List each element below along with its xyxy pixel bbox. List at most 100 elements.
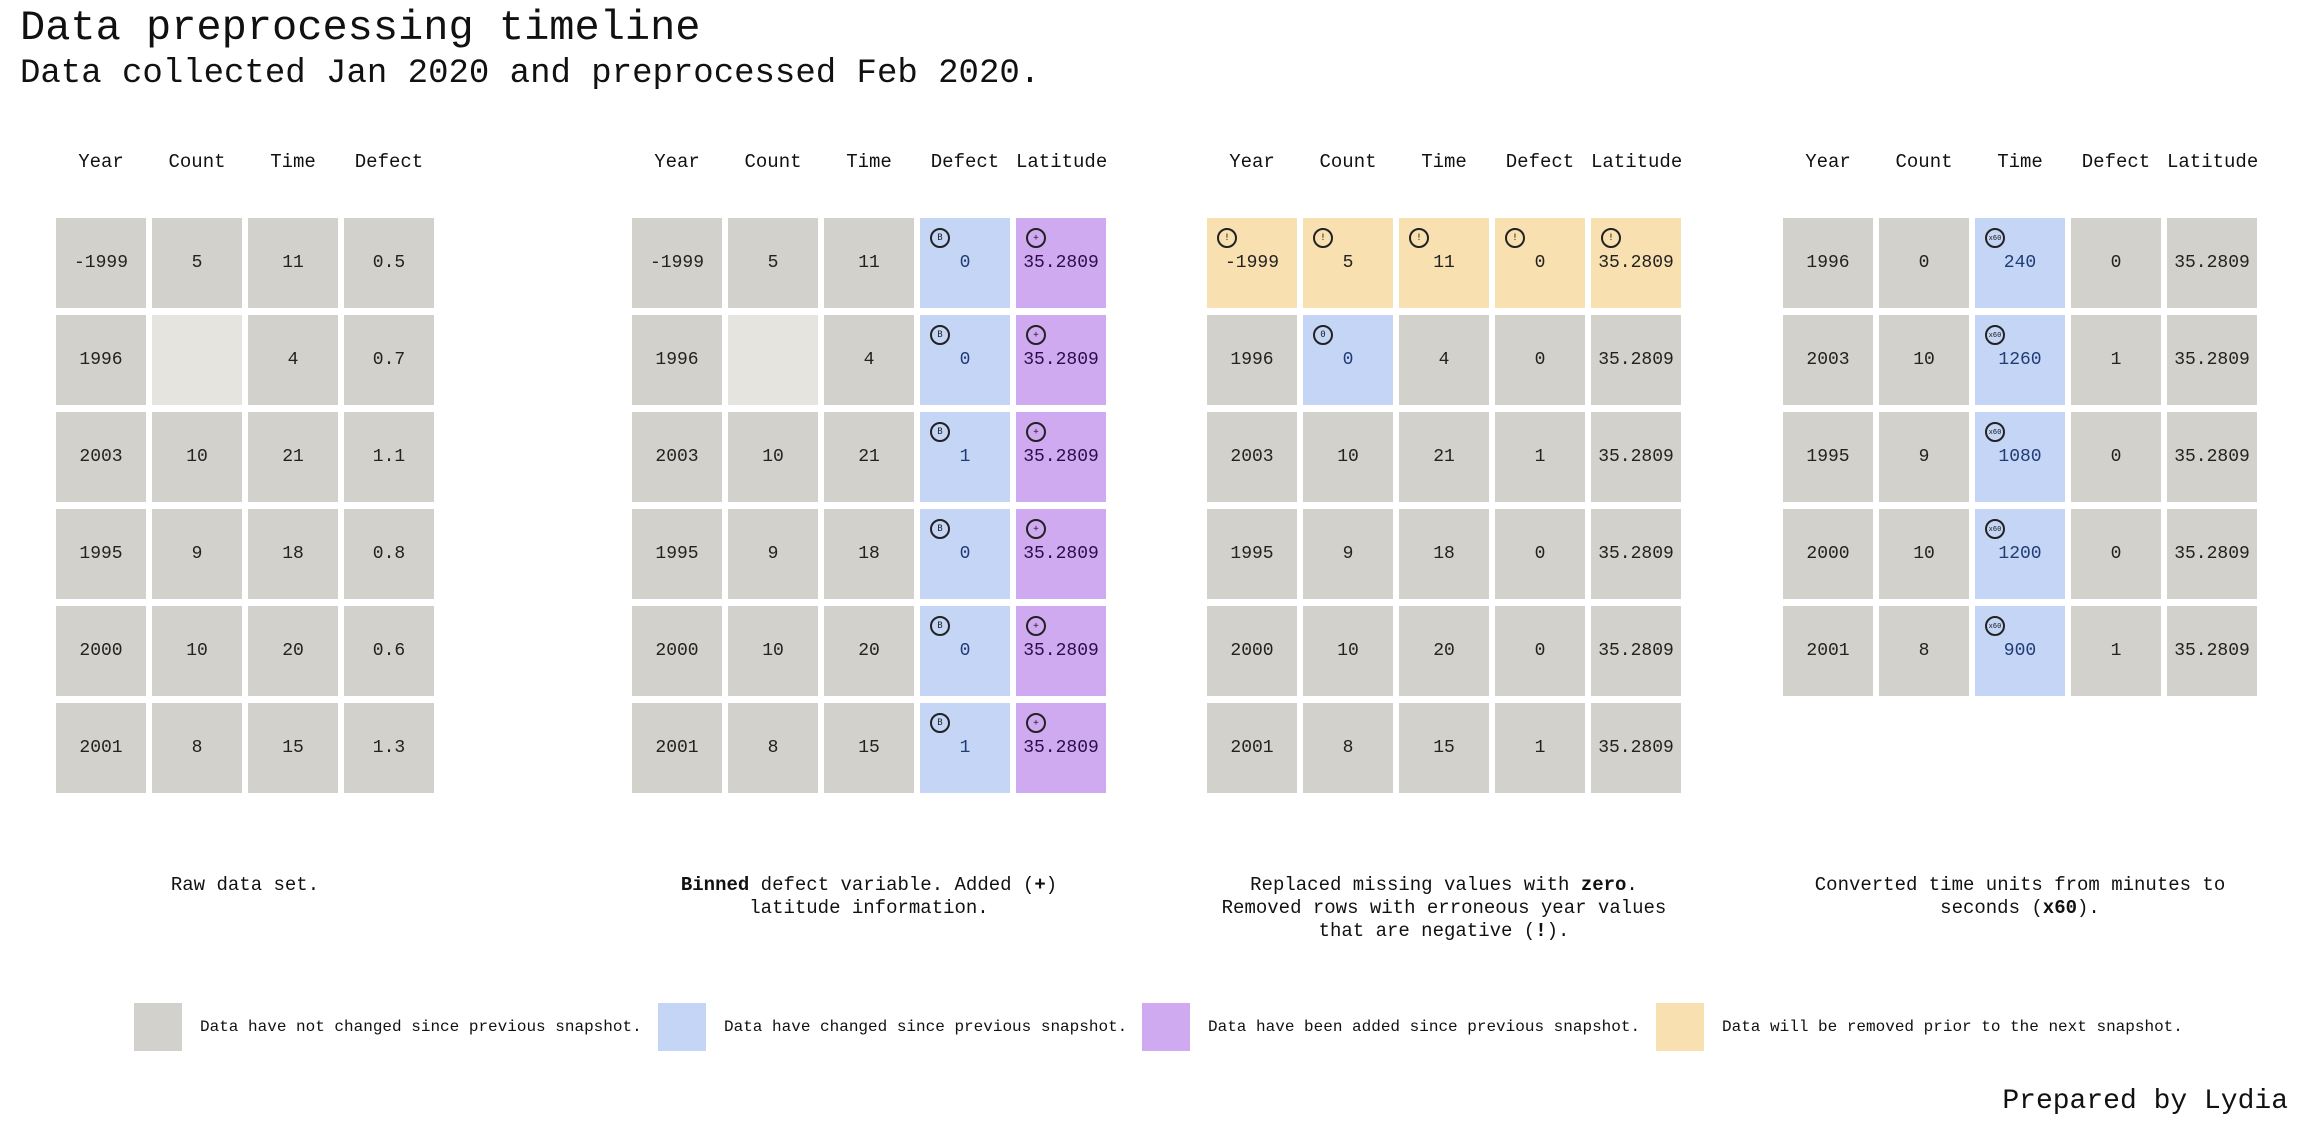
table-cell: 1995 [1783,412,1873,502]
column-header-latitude: Latitude [1591,151,1683,173]
cell-value: 11 [282,253,304,273]
legend-label: Data have been added since previous snap… [1208,1018,1641,1036]
table-cell: 11! [1399,218,1489,308]
column-header-defect: Defect [2081,151,2151,173]
table-cell: 0.5 [344,218,434,308]
cell-value: 4 [863,350,875,370]
table-cell: 4 [824,315,914,405]
cell-value: 1 [959,738,971,758]
bin-marker-icon: B [930,616,950,636]
cell-value: 35.2809 [1023,350,1099,370]
cell-value: 0.5 [372,253,406,273]
table-cell: 9 [1879,412,1969,502]
cell-value: 0 [1918,253,1930,273]
table-cell: 10 [152,412,242,502]
table-cell: 20 [824,606,914,696]
table-cell: 1 [2071,315,2161,405]
table-cell: 0 [1495,509,1585,599]
column-header-count: Count [1895,151,1953,173]
table-cell: 15 [1399,703,1489,793]
cell-value: 9 [767,544,779,564]
table-cell: 1200 x60 [1975,509,2065,599]
cell-value: 1996 [79,350,123,370]
caption-text: ). [1546,920,1570,942]
cell-value: 1995 [1806,447,1850,467]
times-sixty-marker-icon: x60 [1985,616,2005,636]
table-cell: 0 [2071,412,2161,502]
cell-value: 1200 [1998,544,2042,564]
plus-marker-icon: + [1026,519,1046,539]
table-cell: 1996 [1207,315,1297,405]
cell-value: 10 [186,641,208,661]
cell-value: 21 [858,447,880,467]
table-cell: 1 [2071,606,2161,696]
cell-value: 1996 [1230,350,1274,370]
legend-swatch [1142,1003,1190,1051]
table-cell: 4 [1399,315,1489,405]
exclamation-marker-icon: ! [1601,228,1621,248]
table-cell: 1.1 [344,412,434,502]
cell-value: 20 [1433,641,1455,661]
table-cell: 2000 [1207,606,1297,696]
table-cell [152,315,242,405]
table-cell: -1999! [1207,218,1297,308]
table-cell: 5 [152,218,242,308]
plus-marker-icon: + [1026,713,1046,733]
table-cell: 8 [1879,606,1969,696]
table-cell: 35.2809 [2167,315,2257,405]
cell-value: 1260 [1998,350,2042,370]
cell-value: 9 [191,544,203,564]
bin-marker-icon: B [930,325,950,345]
table-cell: -1999 [632,218,722,308]
exclamation-marker-icon: ! [1505,228,1525,248]
table-cell: 35.2809! [1591,218,1681,308]
bin-marker-icon: B [930,713,950,733]
cell-value: 10 [762,641,784,661]
table-cell: 11 [248,218,338,308]
cell-value: 1 [959,447,971,467]
table-cell: 20 [1399,606,1489,696]
column-header-count: Count [744,151,802,173]
cell-value: 1995 [1230,544,1274,564]
table-cell: 35.2809 [1591,606,1681,696]
caption-emphasis: zero [1580,874,1627,896]
table-cell: 10 [1879,315,1969,405]
column-header-time: Time [1421,151,1467,173]
cell-value: 35.2809 [1598,447,1674,467]
table-cell: 2003 [632,412,722,502]
cell-value: 1995 [655,544,699,564]
cell-value: 35.2809 [1598,641,1674,661]
cell-value: 15 [1433,738,1455,758]
column-header-latitude: Latitude [1016,151,1108,173]
table-cell: 2003 [1207,412,1297,502]
cell-value: 18 [282,544,304,564]
caption-emphasis: + [1034,874,1046,896]
table-cell: 35.2809 + [1016,412,1106,502]
table-cell: 35.2809 + [1016,315,1106,405]
table-cell: 18 [824,509,914,599]
cell-value: 1 [1534,447,1546,467]
table-cell: 2003 [1783,315,1873,405]
cell-value: 10 [762,447,784,467]
column-header-year: Year [78,151,124,173]
cell-value: 35.2809 [1023,544,1099,564]
table-cell: 240 x60 [1975,218,2065,308]
table-cell: 35.2809 [1591,412,1681,502]
page-subtitle: Data collected Jan 2020 and preprocessed… [20,55,1041,93]
plus-marker-icon: + [1026,228,1046,248]
cell-value: 1 [2110,641,2122,661]
cell-value: 10 [186,447,208,467]
table-cell: 2001 [1783,606,1873,696]
cell-value: 0 [1534,350,1546,370]
cell-value: 0 [1342,350,1354,370]
column-header-time: Time [270,151,316,173]
cell-value: 20 [858,641,880,661]
caption-text: Converted time units from minutes to sec… [1814,874,2226,919]
table-cell [728,315,818,405]
table-cell: 21 [824,412,914,502]
cell-value: 2000 [79,641,123,661]
cell-value: 35.2809 [2174,350,2250,370]
cell-value: 0 [1534,641,1546,661]
